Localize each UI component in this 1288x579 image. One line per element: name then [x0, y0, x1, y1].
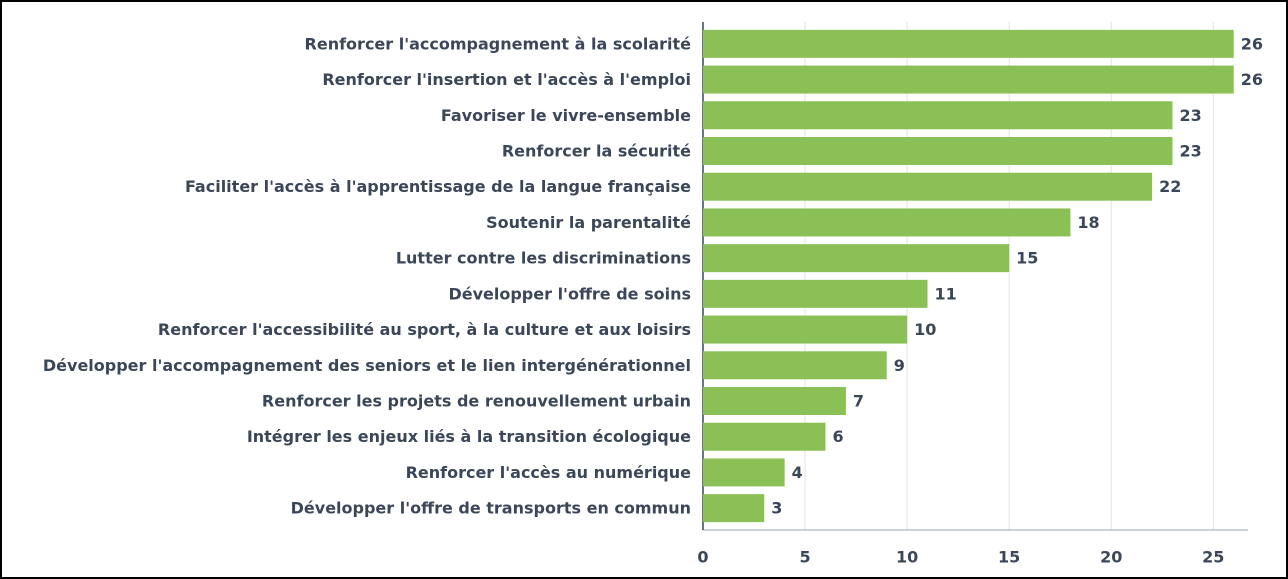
bar — [703, 137, 1173, 165]
data-label: 22 — [1159, 177, 1181, 196]
data-label: 15 — [1016, 249, 1038, 268]
x-tick-label: 20 — [1100, 548, 1122, 567]
y-tick-label: Renforcer l'insertion et l'accès à l'emp… — [322, 70, 691, 89]
bar — [703, 65, 1234, 94]
y-tick-label: Intégrer les enjeux liés à la transition… — [247, 427, 691, 446]
bar — [703, 29, 1234, 58]
y-tick-label: Développer l'accompagnement des seniors … — [43, 356, 691, 375]
x-tick-label: 25 — [1202, 548, 1224, 567]
y-tick-label: Développer l'offre de transports en comm… — [291, 499, 691, 518]
y-tick-label: Renforcer la sécurité — [502, 142, 691, 161]
bar — [703, 172, 1153, 201]
y-tick-label: Faciliter l'accès à l'apprentissage de l… — [185, 177, 691, 196]
data-label: 11 — [935, 284, 957, 303]
bar — [703, 458, 785, 487]
data-label: 4 — [792, 463, 803, 482]
data-label: 9 — [894, 356, 905, 375]
bar — [703, 494, 765, 523]
y-tick-label: Soutenir la parentalité — [486, 213, 691, 232]
bar — [703, 422, 826, 451]
y-tick-label: Renforcer l'accès au numérique — [406, 463, 692, 482]
y-tick-label: Lutter contre les discriminations — [396, 249, 691, 268]
data-label: 23 — [1179, 106, 1201, 125]
bar — [703, 244, 1010, 273]
data-label: 26 — [1241, 70, 1263, 89]
y-tick-label: Renforcer l'accessibilité au sport, à la… — [158, 320, 691, 339]
bar — [703, 208, 1071, 237]
bar — [703, 101, 1173, 130]
x-tick-label: 10 — [896, 548, 918, 567]
y-tick-label: Renforcer les projets de renouvellement … — [262, 392, 691, 411]
y-tick-label: Développer l'offre de soins — [448, 284, 691, 303]
y-tick-label: Favoriser le vivre-ensemble — [441, 106, 691, 125]
data-label: 18 — [1077, 213, 1099, 232]
bar — [703, 279, 928, 308]
data-label: 23 — [1179, 142, 1201, 161]
x-tick-label: 15 — [998, 548, 1020, 567]
x-tick-label: 0 — [697, 548, 708, 567]
data-label: 7 — [853, 392, 864, 411]
bar — [703, 351, 887, 380]
y-tick-label: Renforcer l'accompagnement à la scolarit… — [305, 34, 692, 53]
x-tick-label: 5 — [799, 548, 810, 567]
bar — [703, 387, 846, 415]
data-label: 3 — [771, 499, 782, 518]
bar — [703, 315, 908, 344]
data-label: 26 — [1241, 34, 1263, 53]
data-label: 10 — [914, 320, 936, 339]
data-label: 6 — [832, 427, 843, 446]
